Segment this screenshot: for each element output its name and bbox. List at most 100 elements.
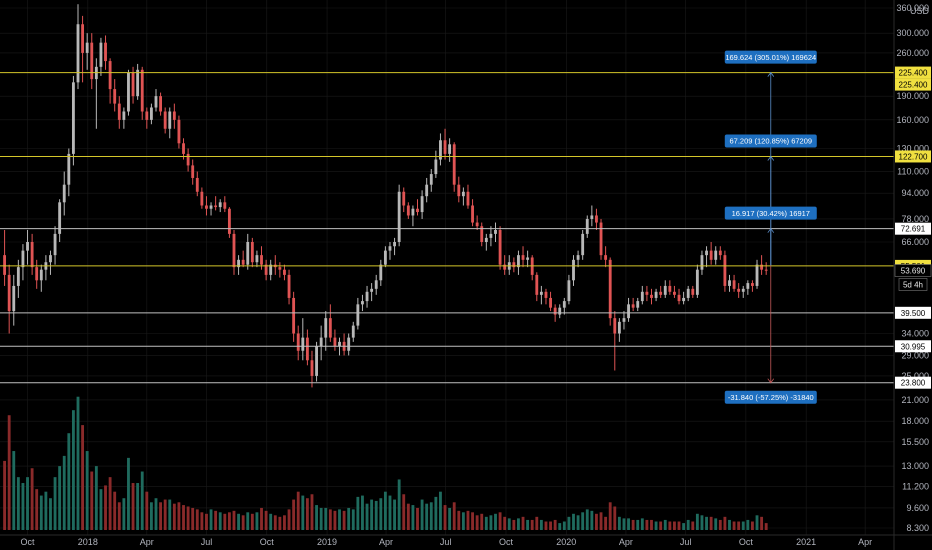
candle-body[interactable]: [90, 42, 94, 80]
candle-body[interactable]: [429, 174, 433, 185]
candle-body[interactable]: [117, 103, 121, 120]
candle-body[interactable]: [627, 304, 630, 319]
candle-body[interactable]: [12, 285, 16, 312]
candle-body[interactable]: [278, 267, 282, 270]
candle-body[interactable]: [85, 42, 89, 53]
candle-body[interactable]: [131, 72, 135, 97]
candle-body[interactable]: [576, 255, 580, 260]
candle-body[interactable]: [241, 259, 245, 265]
candle-body[interactable]: [62, 184, 66, 203]
candle-body[interactable]: [737, 288, 741, 292]
candle-body[interactable]: [310, 360, 314, 376]
candle-body[interactable]: [159, 96, 163, 112]
candle-body[interactable]: [489, 233, 493, 238]
candle-body[interactable]: [567, 280, 571, 302]
candle-body[interactable]: [154, 96, 158, 108]
candle-body[interactable]: [457, 184, 461, 197]
candle-body[interactable]: [99, 42, 103, 67]
candle-body[interactable]: [305, 337, 309, 361]
candle-body[interactable]: [122, 111, 126, 120]
candle-body[interactable]: [714, 250, 718, 260]
candle-body[interactable]: [35, 267, 39, 281]
candle-body[interactable]: [406, 205, 410, 216]
candle-body[interactable]: [3, 255, 7, 275]
candle-body[interactable]: [379, 264, 383, 281]
candle-body[interactable]: [503, 264, 507, 270]
candle-body[interactable]: [604, 255, 608, 260]
candle-body[interactable]: [452, 144, 456, 185]
candle-body[interactable]: [296, 333, 300, 351]
candle-body[interactable]: [709, 250, 713, 260]
candle-body[interactable]: [466, 191, 470, 206]
candle-body[interactable]: [549, 297, 552, 308]
candle-body[interactable]: [301, 337, 305, 351]
candle-body[interactable]: [269, 264, 273, 275]
candle-body[interactable]: [319, 337, 323, 347]
candle-body[interactable]: [494, 230, 497, 234]
candle-body[interactable]: [223, 202, 227, 209]
candle-body[interactable]: [287, 274, 291, 298]
time-axis[interactable]: Oct 2018 Apr Jul Oct 2019 Apr Jul Oct 2020 Apr Jul O…: [21, 537, 873, 547]
candle-body[interactable]: [760, 264, 764, 270]
candle-body[interactable]: [640, 291, 644, 302]
candle-body[interactable]: [237, 259, 240, 268]
candle-body[interactable]: [613, 318, 617, 334]
candle-body[interactable]: [149, 107, 153, 120]
candle-body[interactable]: [140, 69, 144, 112]
candle-body[interactable]: [723, 255, 727, 286]
candle-body[interactable]: [673, 291, 676, 295]
candle-body[interactable]: [439, 140, 442, 160]
candle-body[interactable]: [172, 111, 176, 120]
candle-body[interactable]: [558, 307, 562, 315]
candle-body[interactable]: [58, 202, 62, 234]
candle-body[interactable]: [443, 140, 447, 154]
candle-body[interactable]: [200, 191, 204, 206]
candle-body[interactable]: [608, 259, 612, 319]
candle-body[interactable]: [484, 237, 488, 243]
candle-body[interactable]: [351, 325, 355, 338]
candle-body[interactable]: [526, 257, 530, 260]
measurements[interactable]: 169.624 (305.01%) 169624 67.209 (120.85%)…: [724, 50, 817, 404]
candle-body[interactable]: [255, 255, 259, 263]
candle-body[interactable]: [113, 89, 117, 104]
candle-body[interactable]: [177, 119, 181, 144]
candle-body[interactable]: [81, 24, 85, 53]
candle-body[interactable]: [663, 285, 667, 295]
candle-body[interactable]: [654, 291, 658, 298]
candle-body[interactable]: [108, 61, 112, 90]
candle-body[interactable]: [599, 222, 603, 256]
candle-body[interactable]: [471, 205, 474, 223]
candle-body[interactable]: [136, 69, 140, 97]
candle-body[interactable]: [416, 208, 419, 213]
candle-body[interactable]: [539, 291, 543, 295]
candle-body[interactable]: [562, 301, 566, 308]
candle-body[interactable]: [590, 215, 594, 219]
candle-body[interactable]: [434, 159, 438, 175]
candle-body[interactable]: [260, 255, 263, 265]
candle-body[interactable]: [26, 242, 29, 251]
candle-body[interactable]: [7, 274, 11, 312]
candle-body[interactable]: [517, 255, 520, 268]
candle-body[interactable]: [49, 255, 52, 263]
candle-body[interactable]: [361, 301, 364, 305]
candle-body[interactable]: [448, 144, 452, 154]
candle-body[interactable]: [475, 222, 479, 227]
candle-body[interactable]: [397, 191, 401, 243]
candle-body[interactable]: [76, 24, 80, 83]
candle-body[interactable]: [659, 291, 663, 295]
candle-body[interactable]: [227, 208, 231, 234]
candle-body[interactable]: [39, 269, 43, 281]
candle-body[interactable]: [30, 242, 34, 268]
candle-body[interactable]: [718, 250, 722, 256]
horizontal-levels[interactable]: [0, 72, 894, 384]
candle-body[interactable]: [764, 269, 768, 271]
candle-body[interactable]: [218, 202, 222, 208]
candle-body[interactable]: [585, 218, 589, 234]
candle-body[interactable]: [388, 246, 392, 251]
candle-body[interactable]: [383, 250, 387, 265]
candle-body[interactable]: [420, 196, 424, 213]
candle-body[interactable]: [315, 346, 318, 376]
candle-body[interactable]: [650, 294, 653, 298]
candle-body[interactable]: [461, 191, 465, 197]
